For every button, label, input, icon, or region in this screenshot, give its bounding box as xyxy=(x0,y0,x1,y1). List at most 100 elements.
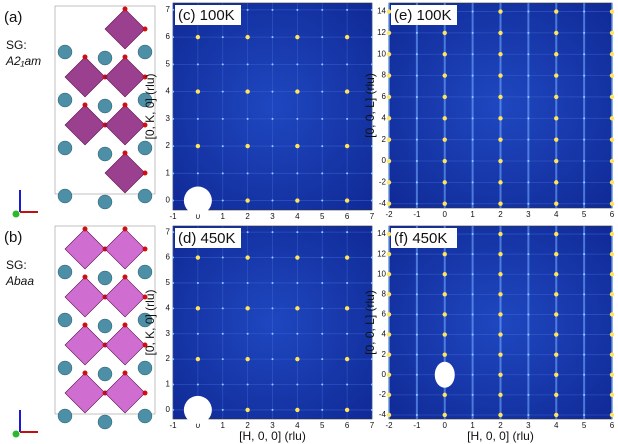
oxygen xyxy=(122,274,128,280)
y-tick-label: 7 xyxy=(166,5,171,14)
cation xyxy=(97,318,113,334)
bragg-peak xyxy=(321,231,324,234)
bragg-peak xyxy=(386,158,392,164)
bragg-peak xyxy=(415,273,418,276)
bragg-peak xyxy=(583,160,586,163)
bragg-peak xyxy=(195,255,201,260)
bragg-peak xyxy=(527,95,530,98)
space-group: A2₁am xyxy=(5,54,41,68)
bragg-peak xyxy=(386,251,392,257)
bragg-peak xyxy=(271,172,274,175)
bragg-peak xyxy=(321,8,324,11)
y-tick-label: 2 xyxy=(382,350,387,359)
bragg-peak xyxy=(415,393,418,396)
bragg-peak xyxy=(442,180,447,185)
bragg-peak xyxy=(527,160,530,163)
panel-label: (c) 100K xyxy=(178,7,235,24)
bragg-peak xyxy=(498,73,503,78)
bragg-peak xyxy=(344,198,350,203)
bragg-peak xyxy=(527,138,530,141)
bragg-peak xyxy=(498,158,503,164)
bragg-peak xyxy=(554,272,559,277)
bragg-peak xyxy=(196,117,199,120)
y-tick-label: -2 xyxy=(379,177,387,186)
bragg-peak xyxy=(442,312,447,317)
octahedron xyxy=(104,8,146,50)
oxygen xyxy=(122,226,128,232)
bragg-peak xyxy=(583,273,586,276)
bragg-peak xyxy=(296,231,299,234)
x-tick-label: 2 xyxy=(498,210,503,219)
y-tick-label: 12 xyxy=(377,28,386,37)
bragg-peak xyxy=(527,273,530,276)
y-tick-label: 1 xyxy=(166,380,171,389)
cation xyxy=(137,264,153,280)
y-tick-label: 4 xyxy=(166,303,171,312)
oxygen xyxy=(142,294,148,300)
bragg-peak xyxy=(415,253,418,256)
bragg-peak xyxy=(371,36,373,39)
label-box xyxy=(175,228,241,248)
bragg-peak xyxy=(554,180,559,185)
bragg-peak xyxy=(386,412,392,418)
bragg-peak xyxy=(386,201,392,206)
bragg-peak xyxy=(321,383,324,386)
bragg-peak xyxy=(527,31,530,34)
bragg-peak xyxy=(442,158,447,164)
panel-label: (d) 450K xyxy=(178,230,236,247)
bragg-peak xyxy=(371,8,373,11)
bragg-peak xyxy=(527,293,530,296)
bragg-peak xyxy=(321,281,324,284)
bragg-peak xyxy=(296,281,299,284)
y-axis-label: [0, K, 0] (rlu) xyxy=(143,289,157,355)
bragg-peak xyxy=(554,9,559,14)
bragg-peak xyxy=(609,312,615,317)
oxygen xyxy=(82,322,88,328)
bragg-peak xyxy=(415,373,418,376)
octahedron xyxy=(64,104,106,146)
bragg-peak xyxy=(245,306,250,311)
y-tick-label: 5 xyxy=(166,59,171,68)
x-tick-label: 4 xyxy=(554,421,559,430)
bragg-peak xyxy=(386,292,392,297)
bragg-peak xyxy=(172,408,174,411)
x-tick-label: 6 xyxy=(345,212,350,221)
bragg-peak xyxy=(386,332,392,337)
y-tick-label: -4 xyxy=(379,410,387,419)
oxygen xyxy=(122,322,128,328)
bragg-peak xyxy=(498,312,503,317)
panel-label: (f) 450K xyxy=(394,230,447,247)
bragg-peak xyxy=(386,116,392,121)
bragg-peak xyxy=(527,393,530,396)
bragg-peak xyxy=(195,89,201,94)
cation xyxy=(137,408,153,424)
bragg-peak xyxy=(245,356,250,362)
sg-prefix: SG: xyxy=(6,38,27,52)
bragg-peak xyxy=(172,199,174,202)
bragg-peak xyxy=(583,293,586,296)
bragg-peak xyxy=(172,36,174,39)
bragg-peak xyxy=(527,53,530,56)
bragg-peak xyxy=(271,90,274,93)
y-tick-label: 4 xyxy=(382,113,387,122)
bragg-peak xyxy=(442,94,447,100)
bragg-peak xyxy=(271,256,274,259)
bragg-peak xyxy=(371,256,373,259)
bragg-peak xyxy=(295,89,300,94)
x-tick-label: 2 xyxy=(498,421,503,430)
bragg-peak xyxy=(583,181,586,184)
bragg-peak xyxy=(527,313,530,316)
x-tick-label: 7 xyxy=(370,421,375,430)
bragg-peak xyxy=(498,231,503,237)
label-box xyxy=(175,5,241,25)
bragg-peak xyxy=(172,145,174,148)
x-tick-label: 7 xyxy=(370,212,375,221)
bragg-peak xyxy=(271,36,274,39)
oxygen xyxy=(142,26,148,32)
bragg-peak xyxy=(471,233,474,236)
bragg-peak xyxy=(609,352,615,357)
octahedron xyxy=(64,372,106,414)
bragg-peak xyxy=(415,202,418,205)
bragg-peak xyxy=(498,116,503,121)
oxygen xyxy=(142,246,148,252)
